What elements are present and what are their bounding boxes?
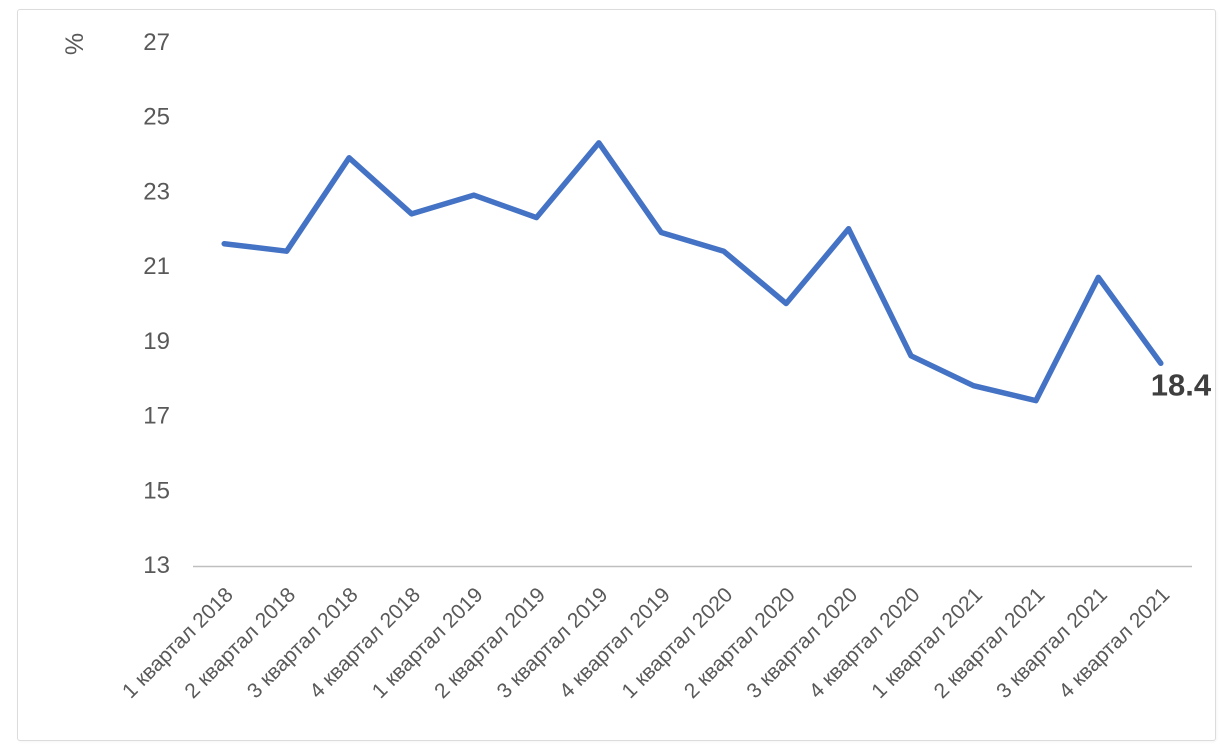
x-tick-label: 1 квартал 2020	[617, 583, 737, 703]
x-tick-label: 2 квартал 2020	[680, 583, 800, 703]
y-tick-label: 23	[143, 178, 170, 205]
x-tick-label: 4 квартал 2020	[805, 583, 925, 703]
x-tick-label: 2 квартал 2019	[430, 583, 550, 703]
y-tick-label: 21	[143, 253, 170, 280]
x-tick-label: 3 квартал 2021	[992, 583, 1112, 703]
y-tick-label: 15	[143, 477, 170, 504]
y-tick-label: 27	[143, 29, 170, 56]
x-tick-label: 4 квартал 2019	[555, 583, 675, 703]
x-tick-label: 3 квартал 2018	[243, 583, 363, 703]
x-tick-label: 1 квартал 2019	[368, 583, 488, 703]
x-tick-label: 4 квартал 2021	[1055, 583, 1175, 703]
x-tick-label: 1 квартал 2021	[867, 583, 987, 703]
x-tick-label: 2 квартал 2021	[930, 583, 1050, 703]
y-tick-label: 17	[143, 403, 170, 430]
y-tick-label: 25	[143, 104, 170, 131]
chart-border	[17, 9, 1216, 741]
x-tick-label: 4 квартал 2018	[305, 583, 425, 703]
y-tick-label: 19	[143, 328, 170, 355]
x-tick-label: 3 квартал 2020	[742, 583, 862, 703]
y-tick-label: 13	[143, 552, 170, 579]
y-axis-title: %	[61, 33, 89, 55]
x-tick-label: 1 квартал 2018	[118, 583, 238, 703]
last-point-data-label: 18.4	[1151, 367, 1212, 402]
data-series-line	[221, 140, 1164, 404]
x-tick-label: 2 квартал 2018	[180, 583, 300, 703]
x-tick-label: 3 квартал 2019	[493, 583, 613, 703]
